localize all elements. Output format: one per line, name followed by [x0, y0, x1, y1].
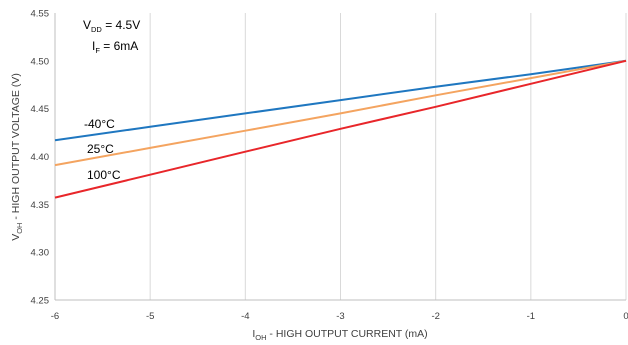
- y-tick-label: 4.25: [31, 296, 50, 307]
- y-tick-label: 4.50: [31, 56, 50, 67]
- y-tick-label: 4.30: [31, 248, 50, 259]
- series-label: 25°C: [87, 142, 114, 156]
- x-tick-labels: -6 -5 -4 -3 -2 -1 0: [51, 311, 628, 322]
- series-line: [54, 59, 627, 142]
- x-tick-label: -2: [431, 311, 439, 322]
- x-tick-label: -4: [241, 311, 249, 322]
- x-tick-label: -6: [51, 311, 59, 322]
- x-axis-title: IOH - HIGH OUTPUT CURRENT (mA): [252, 328, 427, 342]
- y-tick-label: 4.35: [31, 200, 50, 211]
- annotation-vdd: VDD = 4.5V: [83, 18, 140, 34]
- series-label: 100°C: [87, 168, 121, 182]
- y-tick-label: 4.55: [31, 9, 50, 20]
- series-line: [54, 59, 627, 199]
- annotation-if: IF = 6mA: [92, 39, 138, 55]
- y-tick-label: 4.45: [31, 104, 50, 115]
- series-line: [54, 59, 627, 167]
- y-axis-title: VOH - HIGH OUTPUT VOLTAGE (V): [10, 73, 24, 241]
- series-labels: -40°C 25°C 100°C: [84, 117, 121, 182]
- y-tick-label: 4.40: [31, 152, 50, 163]
- y-tick-labels: 4.25 4.30 4.35 4.40 4.45 4.50 4.55: [31, 9, 50, 307]
- x-tick-label: 0: [623, 311, 628, 322]
- x-tick-label: -5: [146, 311, 154, 322]
- x-tick-label: -3: [336, 311, 344, 322]
- x-tick-label: -1: [527, 311, 535, 322]
- series-label: -40°C: [84, 117, 115, 131]
- series-lines: [54, 59, 627, 199]
- axes: [54, 13, 626, 301]
